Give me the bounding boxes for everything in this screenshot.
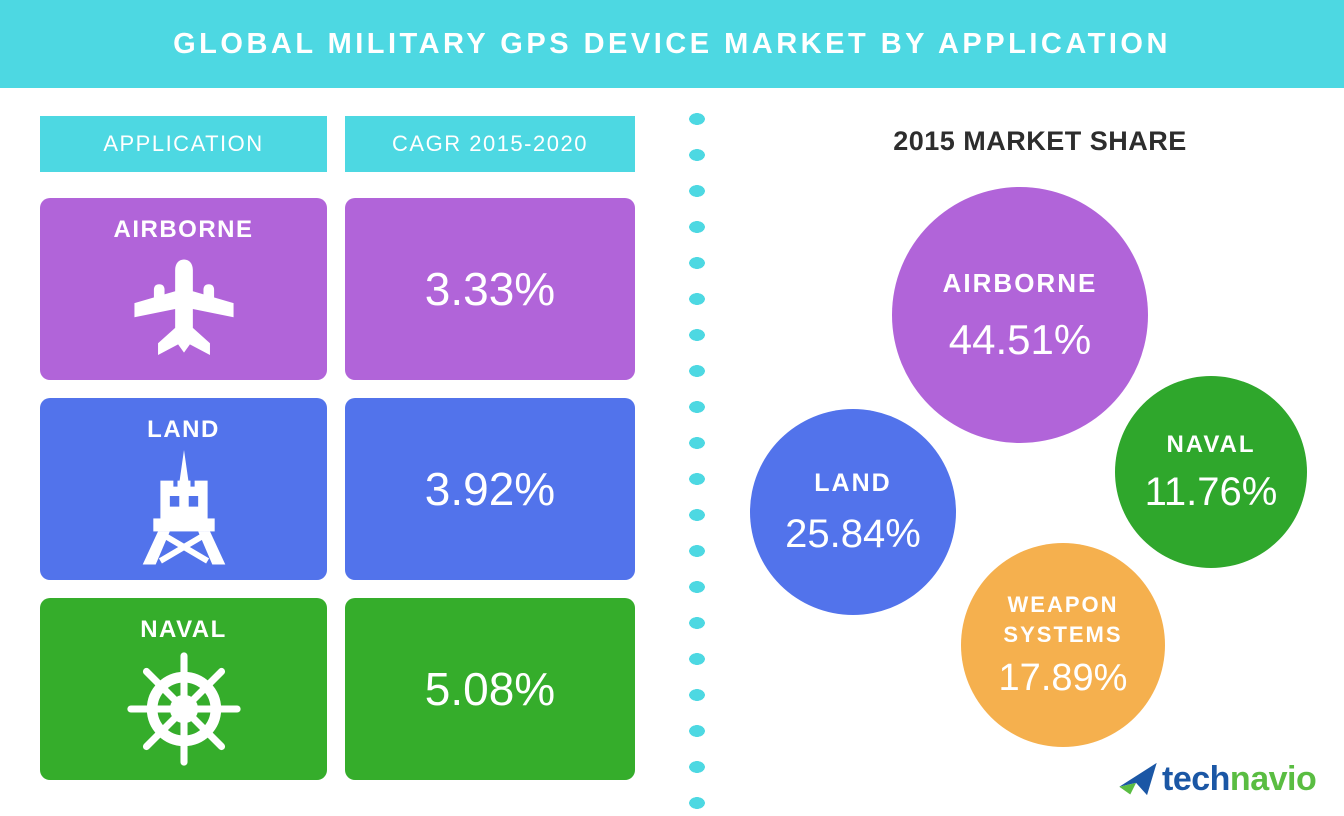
naval-label: NAVAL xyxy=(140,616,227,643)
technavio-logo-icon xyxy=(1119,762,1157,796)
bubble-weapon-systems: WEAPON SYSTEMS 17.89% xyxy=(961,543,1165,747)
bubble-airborne: AIRBORNE 44.51% xyxy=(892,187,1148,443)
table-row-land-application-cell: LAND xyxy=(40,398,327,580)
airplane-icon xyxy=(133,259,234,356)
column-header-application-label: APPLICATION xyxy=(103,131,264,156)
table-row-airborne-application-cell: AIRBORNE xyxy=(40,198,327,380)
naval-cagr-value: 5.08% xyxy=(424,663,556,715)
technavio-logo-text-tech: tech xyxy=(1162,759,1230,798)
table-row-naval-application-cell: NAVAL xyxy=(40,598,327,780)
market-share-title: 2015 MARKET SHARE xyxy=(893,126,1187,156)
land-label: LAND xyxy=(147,416,220,443)
table-row-land-cagr-cell: 3.92% xyxy=(345,398,635,580)
bubble-naval: NAVAL 11.76% xyxy=(1115,376,1307,568)
bubble-land-value: 25.84% xyxy=(785,512,921,557)
table-row-naval-cagr-cell: 5.08% xyxy=(345,598,635,780)
watchtower-icon xyxy=(142,450,225,565)
bubble-land: LAND 25.84% xyxy=(750,409,956,615)
bubble-land-label: LAND xyxy=(814,468,892,497)
ship-wheel-icon xyxy=(126,652,241,766)
dotted-divider xyxy=(689,107,705,816)
land-cagr-value: 3.92% xyxy=(424,463,556,515)
bubble-airborne-value: 44.51% xyxy=(948,315,1092,363)
column-header-cagr: CAGR 2015-2020 xyxy=(345,116,635,172)
page-title: GLOBAL MILITARY GPS DEVICE MARKET BY APP… xyxy=(173,27,1171,60)
airborne-label: AIRBORNE xyxy=(113,216,254,243)
column-header-application: APPLICATION xyxy=(40,116,327,172)
technavio-logo: tech navio xyxy=(1118,757,1317,801)
header-banner: GLOBAL MILITARY GPS DEVICE MARKET BY APP… xyxy=(0,0,1344,88)
bubble-airborne-label: AIRBORNE xyxy=(942,268,1098,299)
table-row-airborne-cagr-cell: 3.33% xyxy=(345,198,635,380)
bubble-naval-value: 11.76% xyxy=(1144,469,1278,514)
airborne-cagr-value: 3.33% xyxy=(424,263,556,315)
column-header-cagr-label: CAGR 2015-2020 xyxy=(392,131,588,156)
bubble-weapon-systems-label: WEAPON SYSTEMS xyxy=(1003,591,1123,647)
bubble-naval-label: NAVAL xyxy=(1166,431,1256,459)
bubble-weapon-systems-value: 17.89% xyxy=(998,657,1128,700)
technavio-logo-text-navio: navio xyxy=(1229,759,1317,798)
